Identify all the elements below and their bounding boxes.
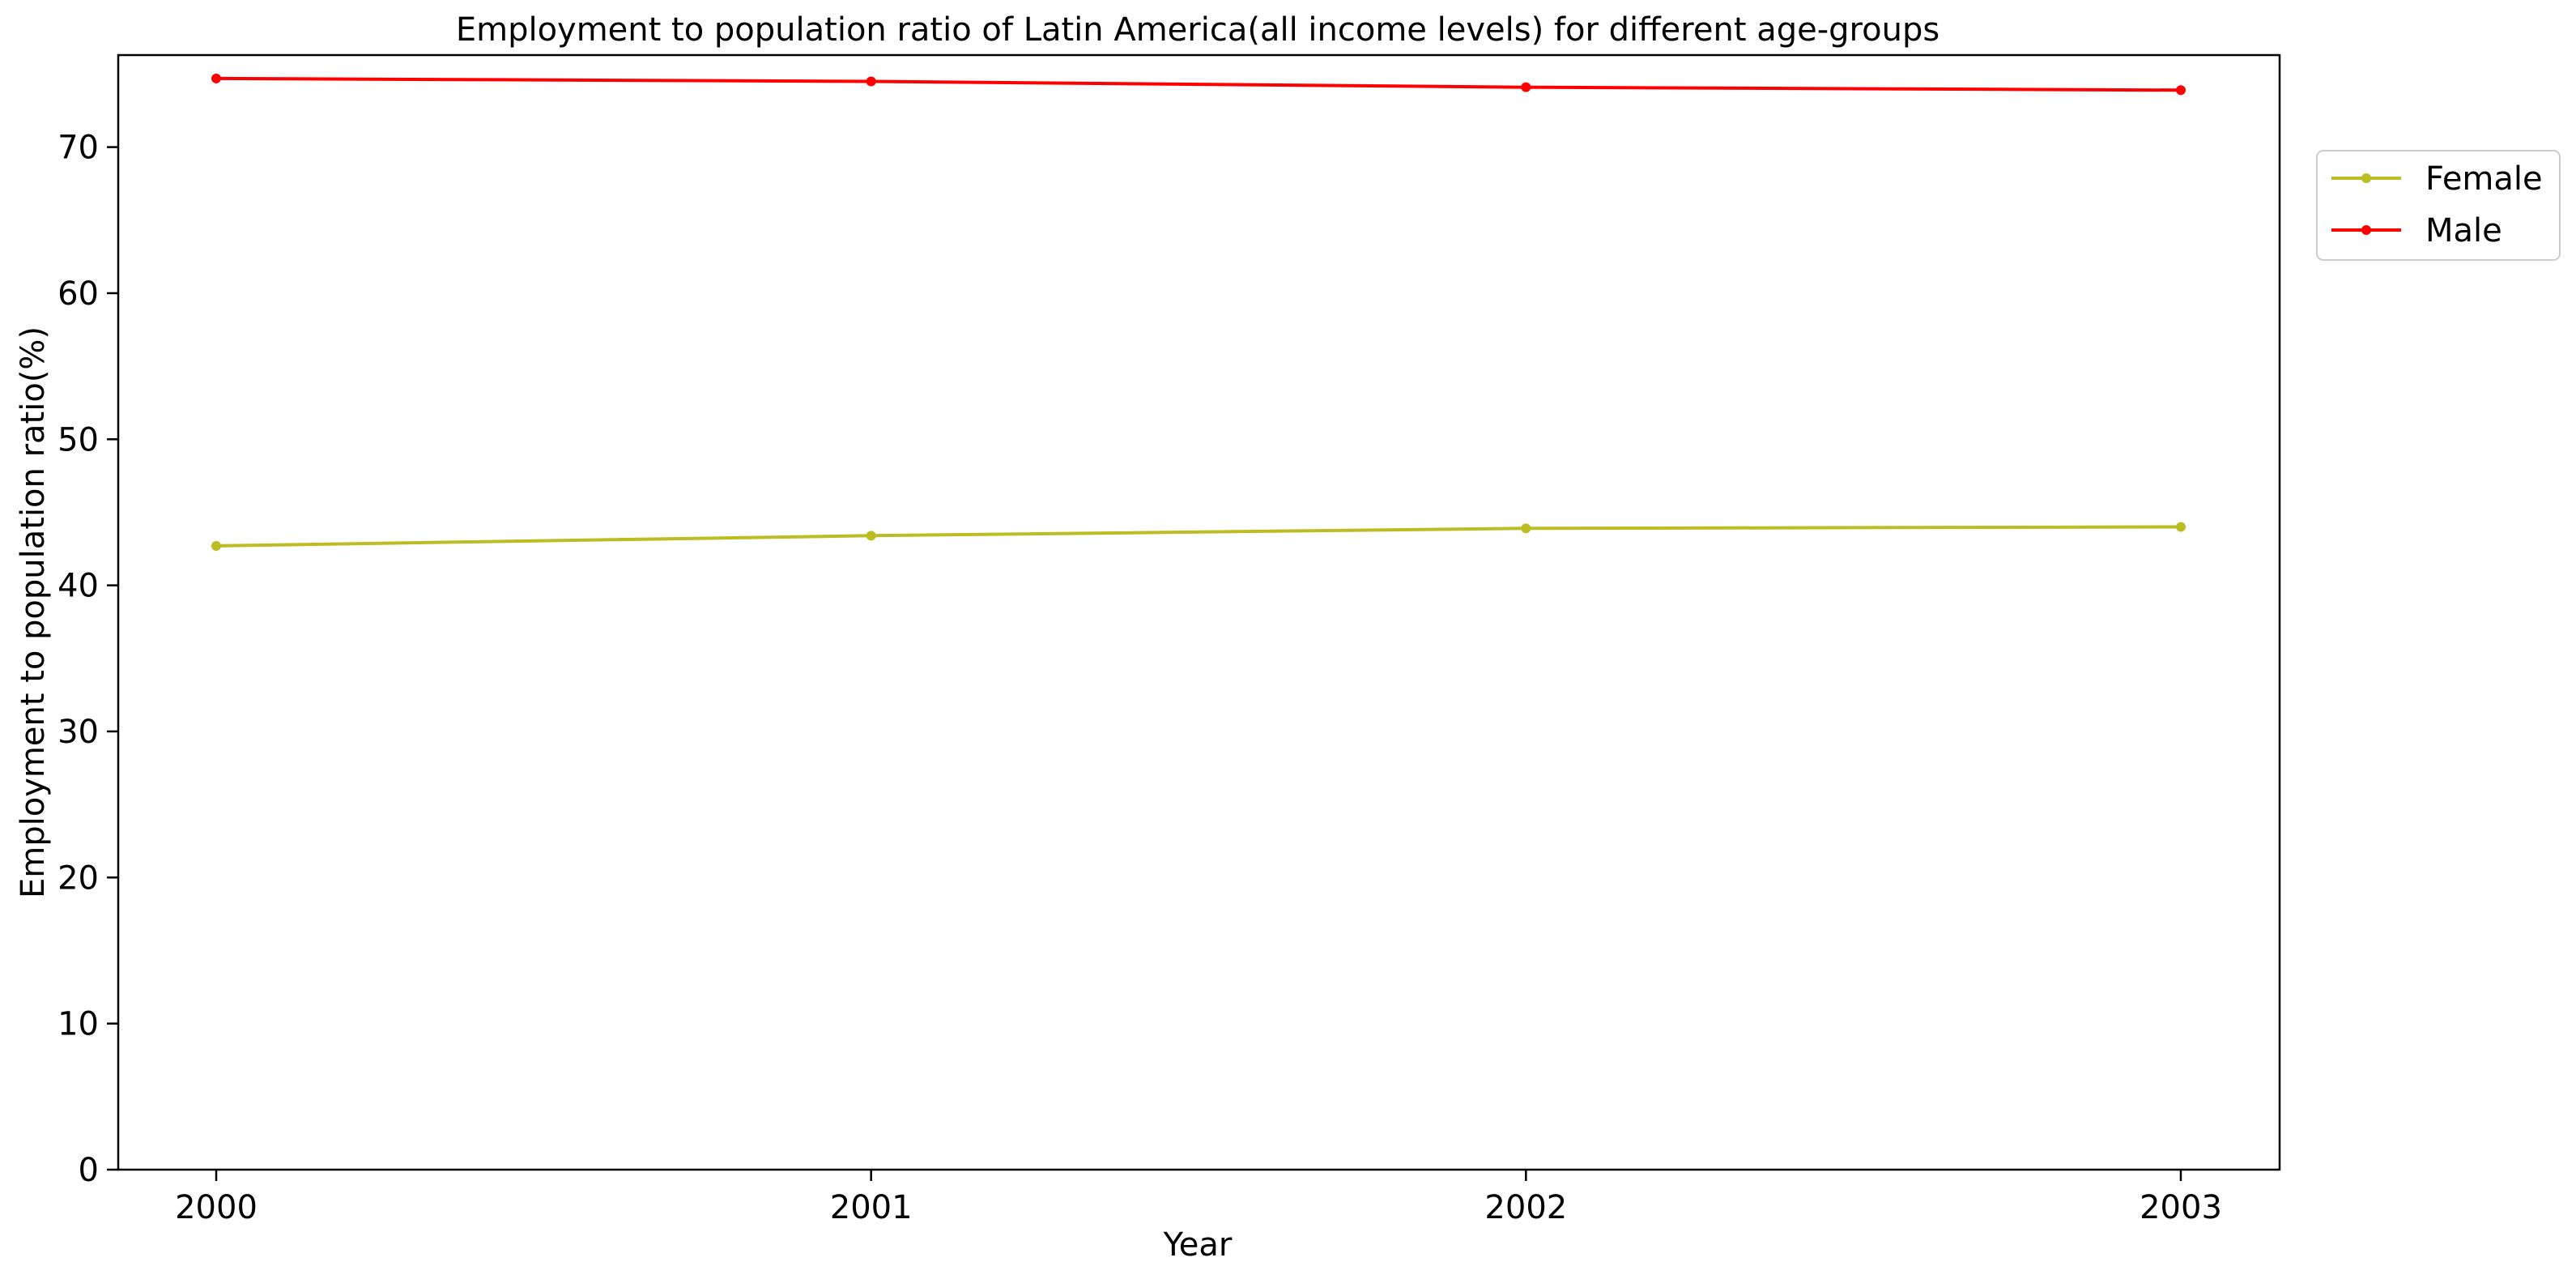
data-point-male bbox=[211, 73, 221, 83]
x-axis-label: Year bbox=[1163, 1226, 1233, 1264]
legend-label-female: Female bbox=[2425, 160, 2543, 198]
x-tick-label: 2000 bbox=[175, 1189, 258, 1226]
data-point-male bbox=[1521, 82, 1531, 92]
series-line-male bbox=[215, 76, 2182, 92]
x-tick-label: 2003 bbox=[2140, 1189, 2222, 1226]
y-tick-label: 10 bbox=[57, 1006, 99, 1043]
data-point-male bbox=[2176, 85, 2186, 96]
x-tick-label: 2002 bbox=[1484, 1189, 1567, 1226]
data-point-female bbox=[211, 540, 221, 551]
legend: Female Male bbox=[2316, 150, 2561, 261]
y-tick-label: 0 bbox=[79, 1152, 99, 1189]
data-point-female bbox=[866, 531, 876, 541]
y-tick-label: 70 bbox=[57, 130, 99, 167]
y-axis: 0 10 20 30 40 50 60 70 bbox=[57, 130, 118, 1189]
y-tick-label: 60 bbox=[57, 275, 99, 313]
y-tick-label: 20 bbox=[57, 859, 99, 897]
legend-entries: Female Male bbox=[2331, 160, 2543, 249]
data-point-female bbox=[1521, 523, 1531, 534]
legend-marker-female bbox=[2361, 173, 2371, 183]
chart-title: Employment to population ratio of Latin … bbox=[456, 11, 1939, 49]
legend-label-male: Male bbox=[2425, 212, 2502, 249]
x-axis: 2000 2001 2002 2003 bbox=[175, 1170, 2222, 1226]
series-line-female bbox=[215, 525, 2182, 548]
y-axis-label: Employment to population ratio(%) bbox=[15, 326, 52, 898]
y-tick-label: 50 bbox=[57, 421, 99, 458]
plot-area bbox=[117, 53, 2281, 1171]
data-point-male bbox=[866, 76, 876, 87]
y-tick-label: 40 bbox=[57, 568, 99, 605]
x-tick-label: 2001 bbox=[830, 1189, 913, 1226]
legend-marker-male bbox=[2361, 225, 2371, 235]
y-tick-label: 30 bbox=[57, 714, 99, 751]
data-point-female bbox=[2176, 522, 2186, 532]
series-layer bbox=[211, 73, 2186, 551]
